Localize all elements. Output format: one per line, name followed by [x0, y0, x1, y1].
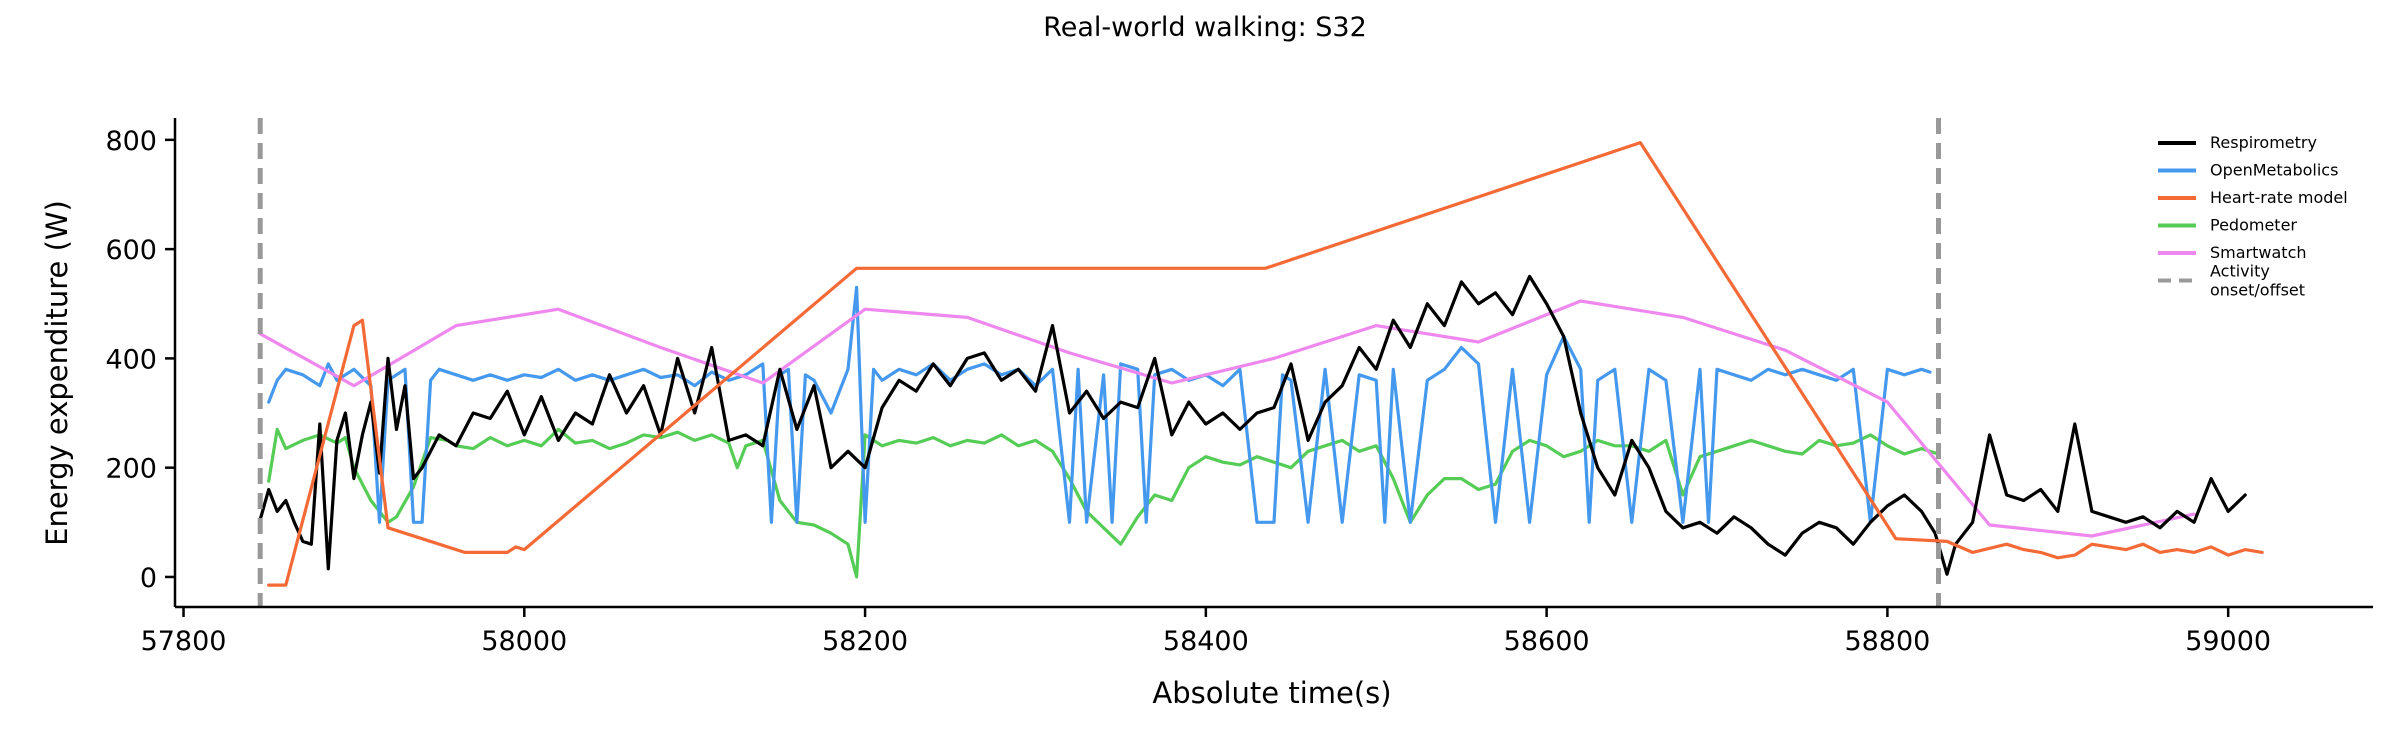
- chart-title: Real-world walking: S32: [1043, 12, 1367, 43]
- plot-area: [257, 118, 2264, 607]
- y-tick-label: 200: [105, 454, 157, 485]
- x-tick-label: 58000: [481, 626, 567, 657]
- series-line-heart-rate-model: [267, 141, 2264, 587]
- x-tick-label: 59000: [2185, 626, 2271, 657]
- y-tick-label: 400: [105, 344, 157, 375]
- legend-label-heart-rate-model: Heart-rate model: [2210, 188, 2348, 207]
- x-tick-label: 58800: [1844, 626, 1930, 657]
- y-tick-label: 0: [140, 563, 157, 594]
- x-tick-label: 58400: [1163, 626, 1249, 657]
- legend-label-activity-onset-offset: Activity onset/offset: [2210, 262, 2305, 300]
- y-axis-label: Energy expenditure (W): [40, 200, 74, 546]
- x-tick-label: 58200: [822, 626, 908, 657]
- series-line-smartwatch: [258, 299, 2196, 538]
- series-line-openmetabolics: [267, 285, 1932, 524]
- y-tick-label: 800: [105, 126, 157, 157]
- x-tick-label: 58600: [1504, 626, 1590, 657]
- legend-label-smartwatch: Smartwatch: [2210, 243, 2307, 262]
- legend-label-pedometer: Pedometer: [2210, 216, 2297, 235]
- series-line-pedometer: [267, 427, 1941, 579]
- x-tick-label: 57800: [141, 626, 227, 657]
- legend: Respirometry OpenMetabolics Heart-rate mod…: [2158, 133, 2348, 300]
- x-axis-label: Absolute time(s): [1152, 676, 1391, 710]
- y-ticks: 0 200 400 600 800: [105, 126, 175, 594]
- legend-label-openmetabolics: OpenMetabolics: [2210, 161, 2338, 180]
- series-line-respirometry: [258, 274, 2247, 576]
- legend-label-respirometry: Respirometry: [2210, 133, 2317, 152]
- y-tick-label: 600: [105, 235, 157, 266]
- x-ticks: 57800 58000 58200 58400 58600 58800 59000: [141, 607, 2271, 657]
